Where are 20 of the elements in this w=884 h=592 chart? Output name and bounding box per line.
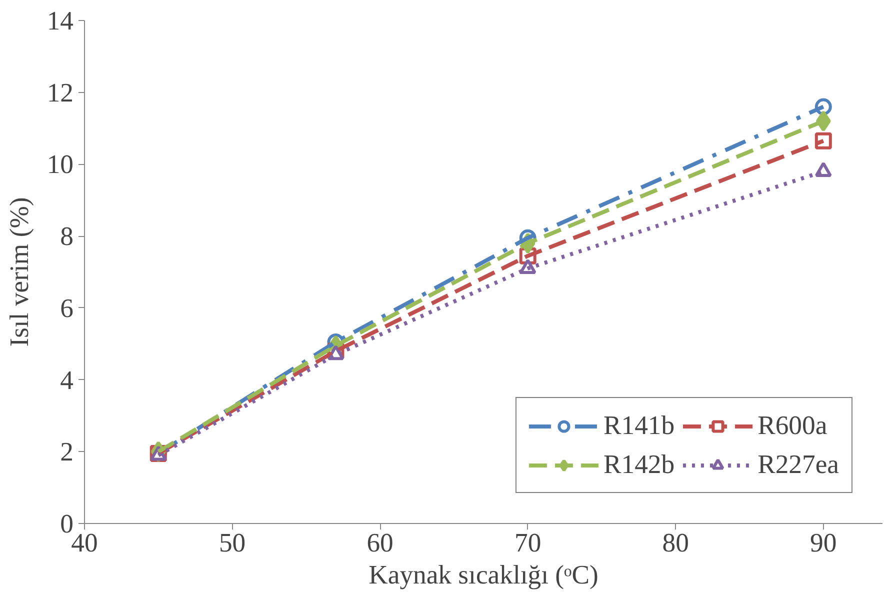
x-axis-title: Kaynak sıcaklığı (ᵒC): [368, 560, 598, 590]
x-tick-label: 50: [218, 528, 246, 558]
y-tick-label: 0: [60, 508, 74, 538]
y-tick-label: 4: [60, 364, 74, 395]
y-tick-label: 6: [60, 292, 74, 323]
x-tick-label: 90: [810, 528, 837, 558]
x-tick-label: 80: [662, 528, 689, 558]
legend-label: R142b: [603, 449, 675, 480]
x-tick-label: 60: [366, 528, 394, 558]
x-tick-label: 70: [514, 528, 542, 558]
y-tick-label: 12: [46, 77, 74, 108]
y-tick-label: 8: [60, 221, 74, 252]
y-axis-title: Isıl verim (%): [4, 197, 34, 347]
legend-label: R227ea: [758, 449, 839, 480]
legend-label: R600a: [758, 410, 828, 441]
y-tick-label: 10: [46, 149, 74, 180]
legend-label: R141b: [603, 410, 675, 441]
y-tick-label: 2: [60, 436, 74, 467]
y-tick-label: 14: [46, 6, 74, 36]
x-tick-label: 40: [71, 528, 98, 558]
